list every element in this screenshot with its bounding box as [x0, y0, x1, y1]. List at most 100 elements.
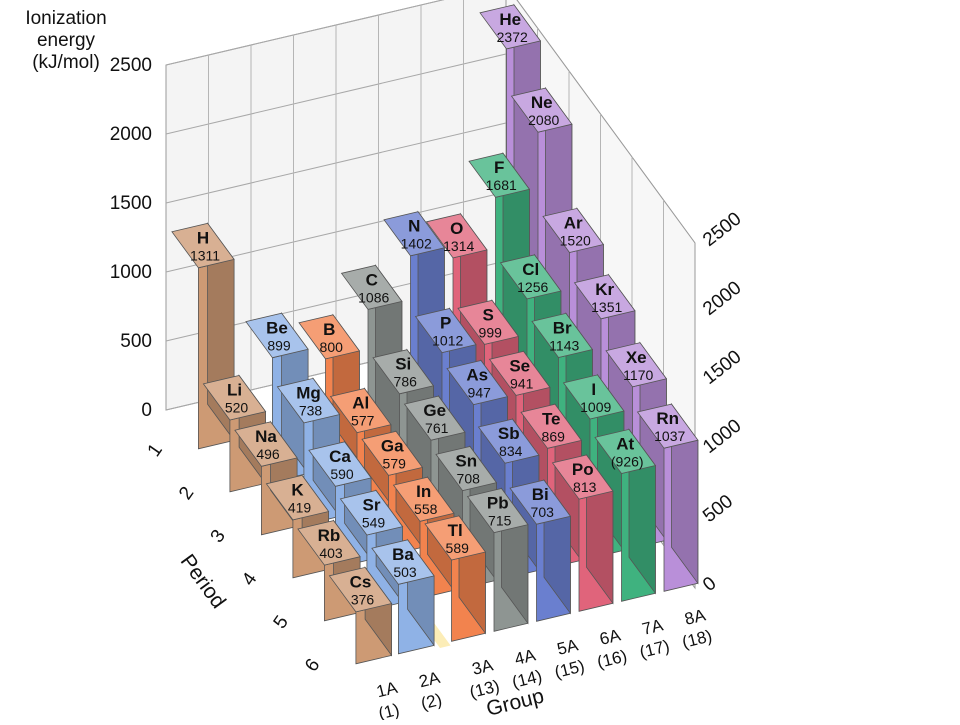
element-symbol: Xe: [626, 348, 647, 367]
element-symbol: As: [466, 366, 488, 385]
bar-top-face: [435, 446, 498, 492]
element-symbol: Si: [395, 355, 411, 374]
element-value-label: 589: [446, 540, 470, 556]
element-symbol: In: [416, 482, 431, 501]
element-symbol: I: [591, 380, 596, 399]
period-tick-label: 1: [144, 440, 167, 461]
y-tick-label: 0: [141, 400, 152, 421]
element-symbol: Kr: [595, 280, 614, 299]
element-symbol: Rb: [318, 526, 341, 545]
element-value-label: 520: [225, 400, 249, 416]
bar-top-face: [340, 264, 403, 310]
element-value-label: (926): [611, 453, 644, 469]
bar-top-face: [510, 87, 573, 133]
group-number-label: (18): [680, 626, 714, 652]
element-value-label: 999: [479, 324, 503, 340]
element-symbol: Mg: [296, 384, 321, 403]
element-value-label: 761: [425, 420, 449, 436]
y-tick-label: 1500: [110, 193, 152, 214]
element-symbol: Ga: [381, 436, 404, 455]
element-value-label: 800: [320, 339, 344, 355]
y-axis-title-line: (kJ/mol): [32, 52, 100, 73]
bar-top-face: [520, 403, 583, 449]
element-value-label: 549: [362, 515, 386, 531]
element-symbol: S: [483, 305, 494, 324]
element-value-label: 403: [319, 545, 343, 561]
element-symbol: Tl: [448, 521, 463, 540]
element-value-label: 715: [488, 513, 512, 529]
element-symbol: P: [440, 314, 451, 333]
element-value-label: 947: [468, 385, 492, 401]
group-number-label: (2): [419, 690, 444, 713]
bar-at: At(926): [594, 428, 657, 602]
y-tick-label-right: 0: [699, 573, 720, 596]
element-value-label: 2080: [528, 112, 559, 128]
y-tick-label: 1000: [110, 262, 152, 283]
bar-top-face: [477, 418, 540, 464]
element-symbol: C: [366, 270, 378, 289]
element-symbol: Sb: [498, 424, 520, 443]
bar-top-face: [446, 360, 509, 406]
bar-top-face: [392, 476, 455, 522]
element-value-label: 590: [330, 466, 354, 482]
element-value-label: 579: [383, 455, 407, 471]
period-axis-title: Period: [176, 550, 230, 613]
bar-top-face: [276, 377, 341, 424]
element-value-label: 1520: [560, 232, 591, 248]
element-symbol: Cs: [350, 573, 372, 592]
bar-top-face: [371, 539, 435, 585]
y-tick-label: 2500: [110, 55, 152, 76]
element-value-label: 1256: [517, 279, 548, 295]
element-value-label: 1170: [623, 367, 653, 383]
element-value-label: 834: [499, 443, 523, 459]
group-tick-label: 3A: [470, 655, 495, 679]
bar-top-face: [509, 479, 572, 525]
element-value-label: 376: [351, 592, 375, 608]
element-symbol: Ca: [329, 447, 351, 466]
bar-top-face: [234, 421, 298, 467]
element-value-label: 496: [256, 446, 280, 462]
period-tick-label: 3: [207, 526, 230, 547]
y-tick-label: 500: [120, 331, 152, 352]
bar-top-face: [562, 374, 625, 420]
bar-top-face: [297, 520, 361, 566]
bar-top-face: [328, 566, 393, 613]
element-value-label: 708: [457, 471, 481, 487]
bar-top-face: [403, 395, 466, 441]
group-number-label: (15): [553, 656, 587, 682]
element-symbol: At: [616, 434, 634, 453]
bar-top-face: [245, 312, 309, 359]
element-symbol: Be: [266, 318, 288, 337]
y-axis-title-line: energy: [37, 30, 96, 51]
bar-top-face: [636, 403, 699, 449]
group-number-label: (16): [595, 646, 629, 672]
element-symbol: Na: [255, 427, 277, 446]
element-value-label: 558: [414, 501, 438, 517]
bar-top-face: [531, 312, 594, 358]
element-value-label: 703: [531, 504, 555, 520]
group-number-label: (1): [377, 700, 402, 720]
bar-top-face: [594, 428, 657, 474]
element-value-label: 1311: [190, 248, 220, 264]
bar-top-face: [424, 515, 487, 561]
bar-top-face: [542, 207, 605, 253]
y-tick-label-right: 500: [699, 491, 737, 527]
element-symbol: Te: [542, 409, 561, 428]
group-number-label: (17): [638, 636, 672, 662]
bar-top-face: [466, 488, 529, 534]
y-tick-label-right: 1500: [699, 346, 745, 389]
group-tick-label: 1A: [375, 678, 400, 702]
group-tick-label: 5A: [555, 635, 580, 659]
element-value-label: 738: [299, 403, 323, 419]
element-value-label: 1143: [549, 337, 579, 353]
period-tick-label: 5: [270, 612, 293, 633]
bar-top-face: [479, 4, 542, 50]
element-value-label: 1351: [591, 299, 622, 315]
element-symbol: Ne: [531, 93, 553, 112]
y-tick-label-right: 2000: [699, 277, 745, 320]
